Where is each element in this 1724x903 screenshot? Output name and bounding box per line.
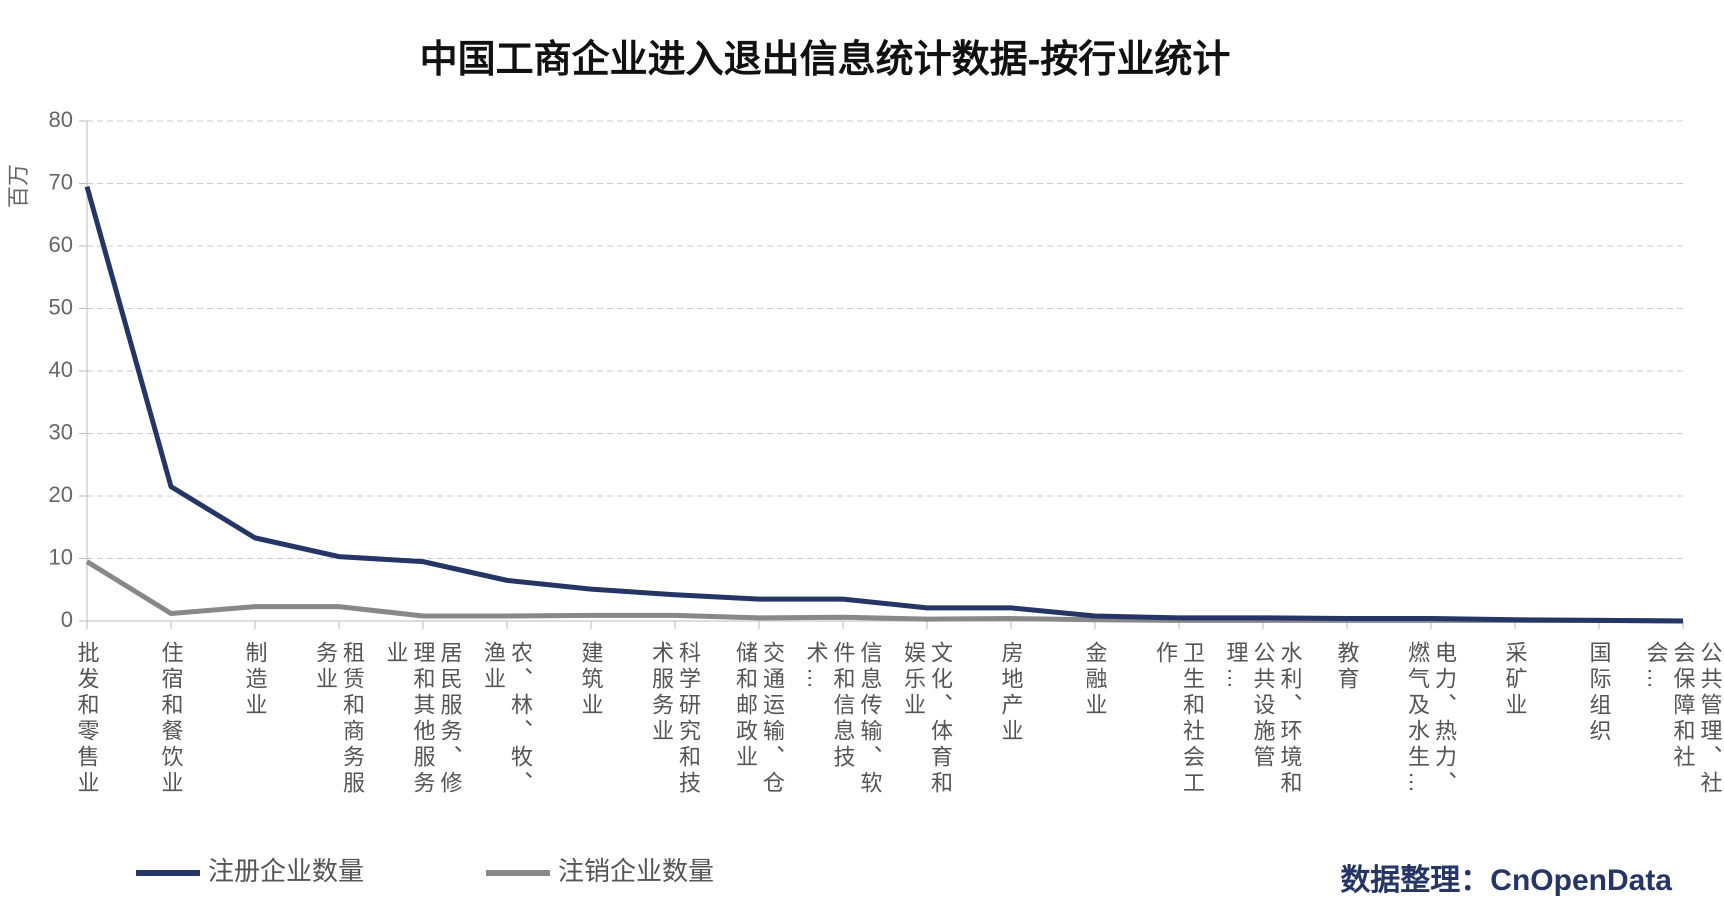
x-tick-label: 居民服务、修理和其他服务业 — [383, 641, 463, 797]
x-tick-label: 金融业 — [1082, 641, 1108, 719]
x-tick-label: 科学研究和技术服务业 — [649, 641, 701, 797]
x-tick-label: 卫生和社会工作 — [1153, 641, 1205, 797]
x-tick-label: 公共管理、社会保障和社会… — [1643, 641, 1723, 797]
x-tick-label: 房地产业 — [998, 641, 1024, 745]
legend-label: 注册企业数量 — [208, 856, 364, 886]
x-tick-label: 信息传输、软件和信息技术… — [803, 641, 883, 797]
legend-label: 注销企业数量 — [558, 856, 714, 886]
y-tick-label: 70 — [49, 169, 73, 194]
y-axis-label: 百万 — [6, 164, 31, 208]
y-tick-label: 50 — [49, 294, 73, 319]
y-tick-label: 20 — [49, 482, 73, 507]
x-tick-label: 电力、热力、燃气及水生… — [1405, 641, 1457, 797]
series-line — [85, 559, 1684, 624]
y-tick-label: 10 — [49, 544, 73, 569]
y-tick-label: 40 — [49, 357, 73, 382]
x-tick-label: 交通运输、仓储和邮政业 — [733, 641, 785, 797]
x-tick-label: 文化、体育和娱乐业 — [901, 641, 953, 797]
x-tick-label: 建筑业 — [578, 641, 604, 719]
y-tick-label: 0 — [61, 607, 73, 632]
x-tick-label: 水利、环境和公共设施管理… — [1223, 641, 1303, 797]
x-tick-label: 采矿业 — [1502, 641, 1528, 719]
x-tick-label: 住宿和餐饮业 — [158, 641, 184, 797]
series-line — [84, 185, 1684, 624]
source: 数据整理：CnOpenData — [1340, 864, 1672, 897]
x-tick-label: 国际组织 — [1586, 641, 1612, 745]
x-tick-label: 农、林、牧、渔业 — [481, 641, 533, 797]
y-tick-label: 30 — [49, 419, 73, 444]
x-tick-label: 租赁和商务服务业 — [313, 641, 365, 797]
y-tick-label: 80 — [49, 107, 73, 132]
x-tick-label: 批发和零售业 — [74, 641, 100, 797]
chart-title: 中国工商企业进入退出信息统计数据-按行业统计 — [420, 38, 1231, 81]
y-tick-label: 60 — [49, 232, 73, 257]
x-tick-label: 教育 — [1334, 641, 1360, 693]
x-tick-label: 制造业 — [242, 641, 268, 719]
